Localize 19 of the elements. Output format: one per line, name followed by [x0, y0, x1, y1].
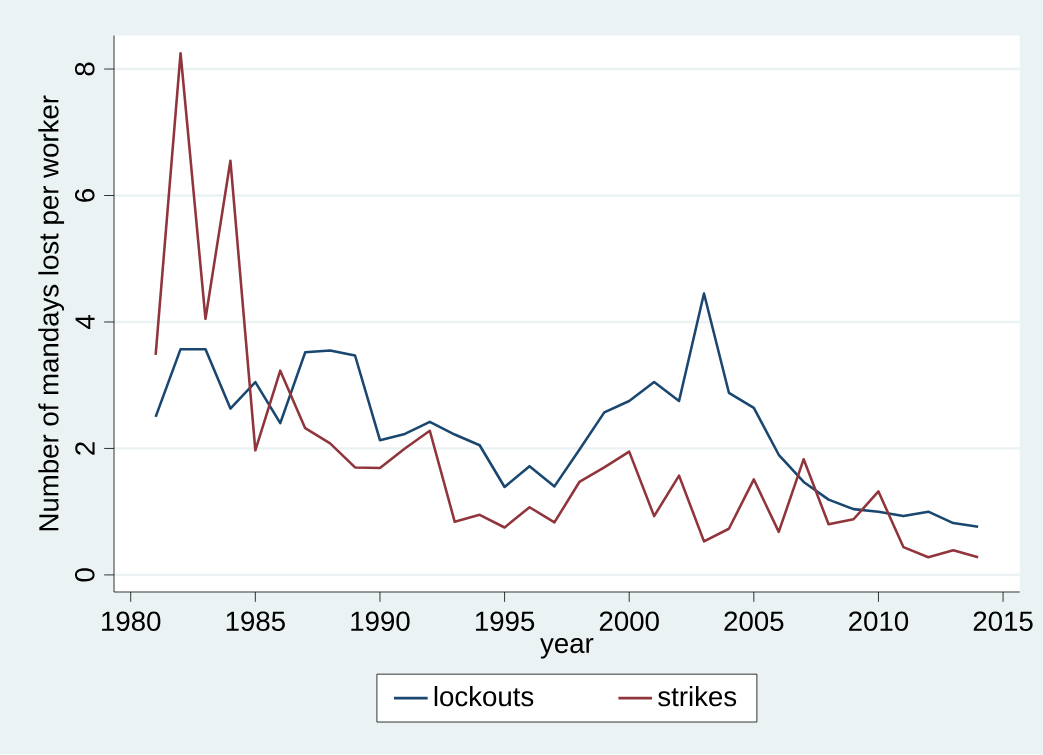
x-axis-title: year: [540, 638, 594, 659]
x-tick-label: 1995: [475, 611, 535, 632]
x-tick-label: 2015: [973, 611, 1033, 632]
line-series: [154, 52, 980, 559]
line-series: [154, 292, 980, 529]
legend-label: strikes: [658, 686, 737, 707]
y-tick-label: 6: [74, 189, 95, 202]
y-tick-label: 8: [74, 62, 95, 76]
x-tick-label: 2010: [849, 611, 909, 632]
x-tick-label: 2005: [724, 611, 784, 632]
y-tick-label: 2: [75, 442, 95, 455]
x-tick-label: 1990: [351, 611, 410, 632]
y-tick-label: 0: [74, 568, 95, 582]
y-axis-title: Number of mandays lost per worker: [38, 95, 65, 531]
x-tick-label: 1985: [226, 611, 285, 632]
x-tick-label: 2000: [599, 611, 659, 632]
y-tick-label: 4: [75, 315, 95, 330]
legend-label: lockouts: [434, 686, 534, 707]
x-tick-label: 1980: [102, 611, 161, 632]
